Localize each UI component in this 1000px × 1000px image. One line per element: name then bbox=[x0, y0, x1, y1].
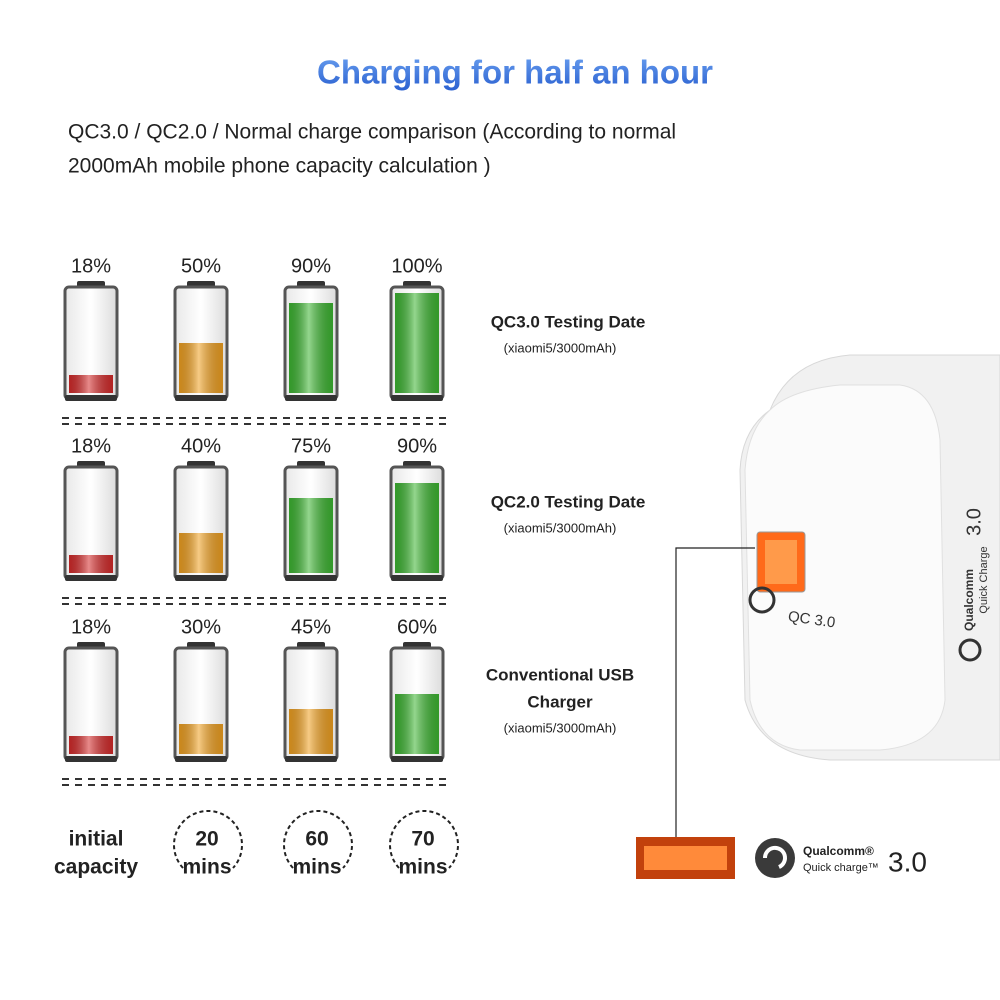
battery-shine bbox=[69, 555, 113, 573]
column-label: 70 bbox=[411, 828, 434, 851]
battery-shine bbox=[179, 343, 223, 393]
row-title: QC2.0 Testing Date bbox=[491, 492, 646, 511]
row-note: (xiaomi5/3000mAh) bbox=[504, 720, 617, 735]
battery-base bbox=[175, 756, 227, 762]
battery-base bbox=[65, 756, 117, 762]
level-label: 50% bbox=[181, 255, 221, 277]
side-version: 3.0 bbox=[963, 508, 985, 536]
clock-icon bbox=[283, 810, 353, 869]
level-label: 90% bbox=[397, 435, 437, 457]
title: Charging for half an hour bbox=[317, 54, 713, 91]
battery-base bbox=[65, 575, 117, 581]
battery-base bbox=[65, 395, 117, 401]
level-label: 18% bbox=[71, 255, 111, 277]
row-title: QC3.0 Testing Date bbox=[491, 312, 646, 331]
column-label: initial bbox=[69, 828, 124, 851]
column-label: 20 bbox=[195, 828, 218, 851]
row-title: Conventional USB bbox=[486, 665, 634, 684]
column-label: mins bbox=[398, 856, 447, 879]
level-label: 45% bbox=[291, 616, 331, 638]
pointer-line bbox=[675, 547, 755, 838]
battery-base bbox=[285, 575, 337, 581]
level-label: 75% bbox=[291, 435, 331, 457]
level-label: 18% bbox=[71, 616, 111, 638]
logo-text: Quick charge™ bbox=[803, 862, 879, 874]
clock-icon bbox=[173, 810, 243, 869]
logo-brand: Qualcomm® bbox=[803, 844, 874, 858]
row-note: (xiaomi5/3000mAh) bbox=[504, 340, 617, 355]
battery-base bbox=[391, 395, 443, 401]
row-title: Charger bbox=[527, 692, 593, 711]
subtitle: 2000mAh mobile phone capacity calculatio… bbox=[68, 155, 491, 178]
qc-logo-mark bbox=[762, 845, 787, 869]
clock-icon bbox=[389, 810, 459, 869]
battery-shine bbox=[69, 375, 113, 393]
level-label: 100% bbox=[391, 255, 442, 277]
side-brand: Qualcomm bbox=[962, 569, 976, 631]
side-text: Quick Charge bbox=[978, 546, 990, 613]
column-label: 60 bbox=[305, 828, 328, 851]
port-closeup-inner bbox=[644, 846, 727, 870]
battery-shine bbox=[179, 533, 223, 573]
battery-base bbox=[391, 575, 443, 581]
level-label: 90% bbox=[291, 255, 331, 277]
battery-shine bbox=[289, 498, 333, 573]
battery-shine bbox=[395, 694, 439, 754]
column-label: mins bbox=[292, 856, 341, 879]
battery-shine bbox=[395, 483, 439, 573]
battery-base bbox=[175, 575, 227, 581]
battery-base bbox=[175, 395, 227, 401]
level-label: 18% bbox=[71, 435, 111, 457]
level-label: 40% bbox=[181, 435, 221, 457]
battery-shine bbox=[179, 724, 223, 754]
level-label: 60% bbox=[397, 616, 437, 638]
row-note: (xiaomi5/3000mAh) bbox=[504, 520, 617, 535]
battery-shine bbox=[289, 709, 333, 754]
battery-shine bbox=[289, 303, 333, 393]
battery-base bbox=[285, 395, 337, 401]
port-badge: QC 3.0 bbox=[787, 608, 836, 631]
level-label: 30% bbox=[181, 616, 221, 638]
charger bbox=[739, 354, 1000, 761]
battery-base bbox=[391, 756, 443, 762]
battery-shine bbox=[395, 293, 439, 393]
subtitle: QC3.0 / QC2.0 / Normal charge comparison… bbox=[68, 121, 676, 144]
column-label: mins bbox=[182, 856, 231, 879]
column-label: capacity bbox=[54, 856, 138, 879]
battery-base bbox=[285, 756, 337, 762]
qc-logo bbox=[755, 838, 795, 878]
battery-shine bbox=[69, 736, 113, 754]
logo-version: 3.0 bbox=[888, 846, 927, 877]
